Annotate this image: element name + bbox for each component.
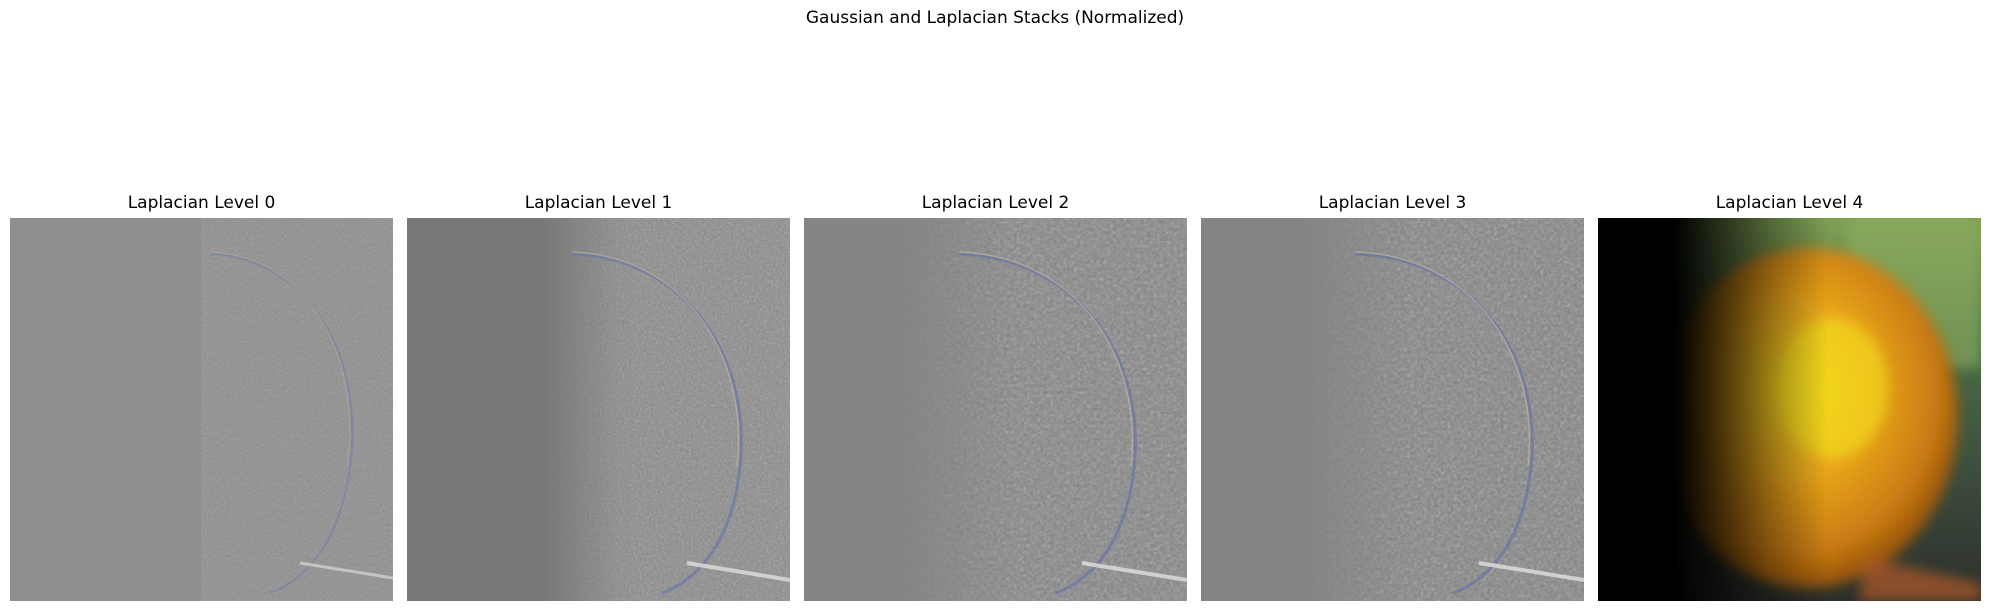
panel-title: Laplacian Level 3 xyxy=(1318,193,1467,213)
blurred-orange-image xyxy=(1598,218,1981,601)
panel-title: Laplacian Level 0 xyxy=(127,193,276,213)
laplacian-image xyxy=(10,218,393,601)
panel-title: Laplacian Level 1 xyxy=(524,193,673,213)
laplacian-image xyxy=(804,218,1187,601)
panel-title: Laplacian Level 4 xyxy=(1715,193,1864,213)
laplacian-image xyxy=(1201,218,1584,601)
figure-title: Gaussian and Laplacian Stacks (Normalize… xyxy=(805,8,1185,28)
laplacian-image xyxy=(407,218,790,601)
panel-title: Laplacian Level 2 xyxy=(921,193,1070,213)
